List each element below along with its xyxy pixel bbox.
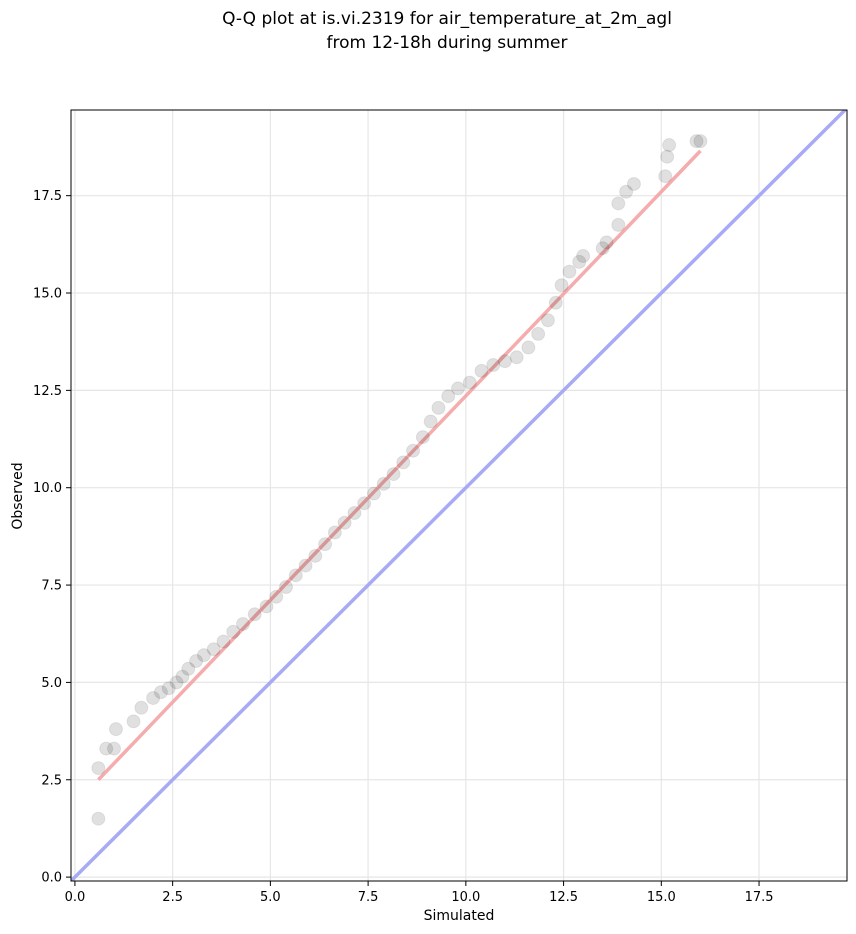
y-tick-label: 7.5 (41, 579, 62, 594)
identity-line (71, 110, 847, 881)
qq-point (175, 669, 190, 684)
qq-point (486, 358, 501, 373)
chart-title-line-2: from 12-18h during summer (327, 33, 568, 53)
qq-point (226, 624, 241, 639)
qq-point (181, 661, 196, 676)
qq-point (595, 241, 610, 256)
qq-point (146, 690, 161, 705)
qq-point (206, 642, 221, 657)
qq-point (153, 685, 168, 700)
qq-point (247, 607, 262, 622)
qq-point (161, 681, 176, 696)
qq-point (99, 741, 114, 756)
qq-point (415, 430, 430, 445)
qq-point (396, 455, 411, 470)
reference-lines (71, 110, 847, 881)
data-points (91, 134, 708, 826)
y-tick-label: 15.0 (33, 287, 62, 302)
qq-point (462, 375, 477, 390)
qq-point (693, 134, 708, 149)
qq-point (308, 548, 323, 563)
qq-point (366, 486, 381, 501)
qq-point (126, 714, 141, 729)
qq-point (611, 196, 626, 211)
qq-point (626, 176, 641, 191)
qq-point (236, 617, 251, 631)
qq-point (497, 354, 512, 369)
qq-point (554, 278, 569, 293)
qq-point (548, 295, 563, 310)
x-tick-label: 10.0 (451, 890, 480, 905)
y-tick-label: 2.5 (41, 773, 62, 788)
qq-point (599, 235, 614, 250)
qq-point (562, 264, 577, 279)
qq-point (91, 811, 106, 826)
y-tick-label: 0.0 (41, 871, 62, 886)
qq-point (298, 558, 313, 573)
qq-point (318, 537, 333, 552)
plot-frame (70, 109, 848, 882)
qq-point (259, 599, 274, 614)
qq-point (611, 217, 626, 232)
qq-point (327, 525, 342, 540)
qq-point (347, 506, 362, 521)
qq-point (576, 249, 591, 264)
grid (71, 110, 847, 881)
x-tick-label: 0.0 (65, 890, 86, 905)
x-tick-label: 5.0 (260, 890, 281, 905)
qq-point (431, 400, 446, 415)
y-tick-label: 12.5 (33, 384, 62, 399)
qq-point (531, 326, 546, 341)
qq-point (660, 149, 675, 164)
qq-point (376, 476, 391, 491)
qq-point (169, 675, 184, 690)
x-tick-label: 7.5 (358, 890, 379, 905)
qq-point (662, 138, 677, 153)
qq-point (134, 700, 149, 715)
y-tick-label: 17.5 (33, 189, 62, 204)
qq-point (196, 648, 211, 663)
qq-point (357, 496, 372, 511)
qq-point (279, 580, 294, 595)
qq-point (269, 589, 284, 604)
qq-point (288, 568, 303, 583)
x-axis-ticks: 0.0 2.5 5.0 7.5 10.0 12.5 15.0 17.5 (65, 881, 774, 905)
qq-point (540, 313, 555, 328)
y-axis-ticks: 0.0 2.5 5.0 7.5 10.0 12.5 15.0 17.5 (33, 189, 71, 886)
qq-point (216, 634, 231, 649)
qq-point (572, 254, 587, 269)
qq-point (107, 741, 122, 756)
x-tick-label: 2.5 (162, 890, 183, 905)
qq-point (619, 184, 634, 199)
qq-point (474, 363, 489, 378)
qq-point (386, 467, 401, 482)
qq-point (108, 722, 123, 737)
qq-point (521, 340, 536, 355)
qq-point (406, 443, 421, 458)
qq-point (689, 134, 704, 149)
y-axis-label: Observed (10, 462, 26, 529)
y-tick-label: 10.0 (33, 481, 62, 496)
qq-point (423, 414, 438, 429)
fit-line (97, 149, 702, 781)
qq-point (509, 350, 524, 365)
qq-point (658, 169, 673, 184)
x-tick-label: 12.5 (549, 890, 578, 905)
x-tick-label: 15.0 (647, 890, 676, 905)
qq-point (337, 515, 352, 530)
x-axis-label: Simulated (424, 908, 495, 924)
qq-point (91, 761, 106, 776)
qq-point (189, 653, 204, 668)
y-tick-label: 5.0 (41, 676, 62, 691)
qq-point (451, 381, 466, 396)
qq-point (441, 389, 456, 404)
chart-title-line-1: Q-Q plot at is.vi.2319 for air_temperatu… (222, 9, 672, 29)
x-tick-label: 17.5 (745, 890, 774, 905)
